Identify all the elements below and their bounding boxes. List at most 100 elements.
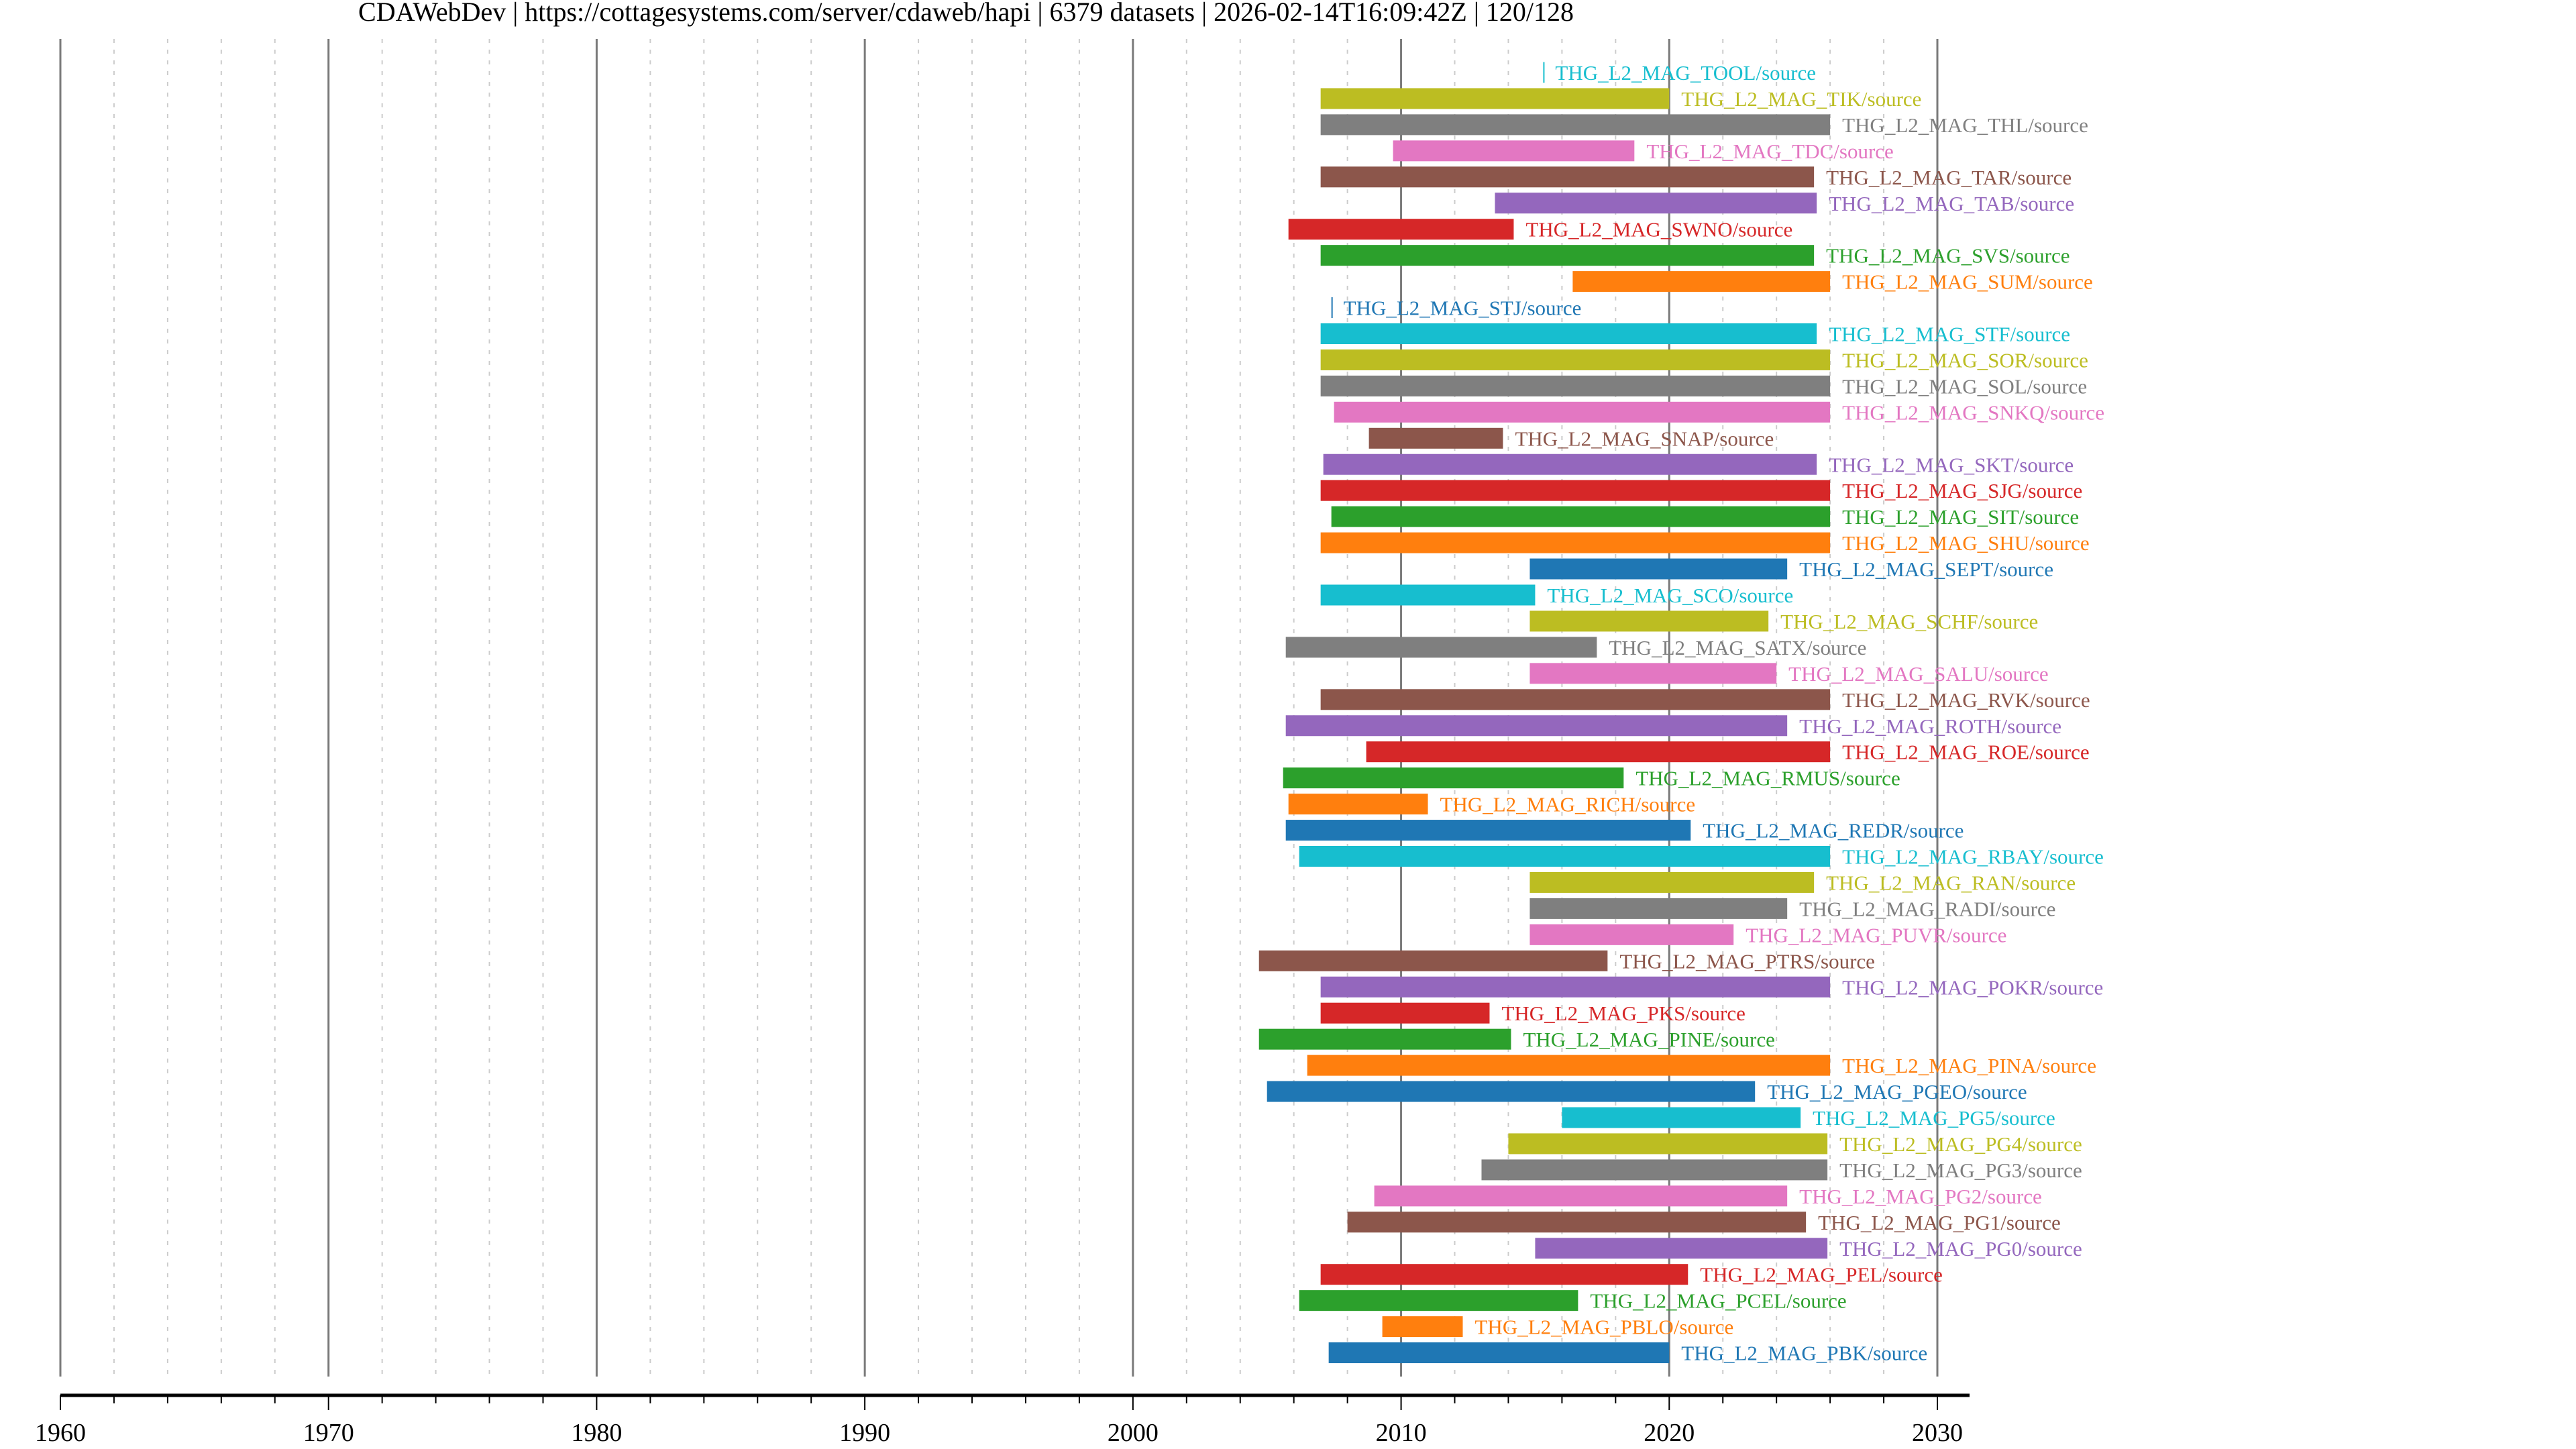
bar-label: THG_L2_MAG_STJ/source [1344,297,1582,320]
bar-thg-l2-mag-sor-source [1320,349,1831,370]
x-tick-label: 1980 [571,1419,622,1447]
bars [1258,62,1831,1364]
bar-label: THG_L2_MAG_SNKQ/source [1842,400,2104,424]
bar-thg-l2-mag-roth-source [1285,715,1788,737]
bar-label: THG_L2_MAG_SCHF/source [1780,610,2038,633]
bar-label: THG_L2_MAG_PINE/source [1523,1028,1774,1051]
bar-label: THG_L2_MAG_SKT/source [1829,453,2074,476]
bar-thg-l2-mag-satx-source [1285,637,1597,658]
bar-label: THG_L2_MAG_REDR/source [1703,819,1964,843]
bar-thg-l2-mag-tik-source [1320,88,1670,109]
bar-thg-l2-mag-svs-source [1320,245,1815,266]
x-tick-label: 2030 [1912,1419,1963,1447]
bar-label: THG_L2_MAG_PG0/source [1839,1237,2082,1260]
bar-label: THG_L2_MAG_RMUS/source [1635,767,1900,790]
bar-thg-l2-mag-puvr-source [1529,924,1734,945]
bar-thg-l2-mag-pg4-source [1508,1133,1828,1155]
bar-label: THG_L2_MAG_PG5/source [1813,1106,2055,1130]
bar-label: THG_L2_MAG_SIT/source [1842,505,2079,529]
bar-label: THG_L2_MAG_PG3/source [1839,1159,2082,1182]
bar-thg-l2-mag-sjg-source [1320,480,1831,501]
bar-label: THG_L2_MAG_PG1/source [1818,1211,2061,1234]
bar-thg-l2-mag-pg5-source [1562,1107,1801,1128]
bar-label: THG_L2_MAG_SWNO/source [1525,218,1792,241]
bar-thg-l2-mag-shu-source [1320,532,1831,553]
bar-label: THG_L2_MAG_PG2/source [1799,1185,2042,1208]
x-tick-label: 1960 [35,1419,86,1447]
bar-thg-l2-mag-tool-source [1543,62,1545,83]
bar-thg-l2-mag-schf-source [1529,610,1769,632]
bar-label: THG_L2_MAG_PKS/source [1501,1002,1745,1025]
bar-label: THG_L2_MAG_ROTH/source [1799,714,2061,738]
x-tick-label: 1990 [839,1419,890,1447]
labels: THG_L2_MAG_TOOL/sourceTHG_L2_MAG_TIK/sou… [1344,61,2104,1365]
bar-thg-l2-mag-pcel-source [1299,1290,1578,1311]
bar-thg-l2-mag-pbk-source [1328,1342,1670,1364]
x-tick-label: 2000 [1108,1419,1159,1447]
bar-thg-l2-mag-pokr-source [1320,976,1831,998]
bar-label: THG_L2_MAG_SVS/source [1826,244,2070,268]
bar-thg-l2-mag-thl-source [1320,114,1831,136]
bar-label: THG_L2_MAG_TIK/source [1681,87,1921,111]
bar-label: THG_L2_MAG_SEPT/source [1799,557,2053,581]
bar-label: THG_L2_MAG_SOR/source [1842,348,2088,372]
bar-label: THG_L2_MAG_PEL/source [1700,1263,1943,1287]
bar-thg-l2-mag-snap-source [1368,427,1503,449]
bar-label: THG_L2_MAG_PGEO/source [1767,1080,2027,1104]
bar-label: THG_L2_MAG_POKR/source [1842,975,2103,999]
bar-thg-l2-mag-pina-source [1307,1055,1831,1076]
bar-thg-l2-mag-skt-source [1323,453,1817,475]
bar-thg-l2-mag-pg0-source [1535,1238,1828,1259]
bar-label: THG_L2_MAG_SUM/source [1842,270,2093,294]
bar-thg-l2-mag-sol-source [1320,375,1831,396]
chart-title: CDAWebDev | https://cottagesystems.com/s… [358,0,1574,27]
bar-thg-l2-mag-tab-source [1495,193,1817,214]
bar-thg-l2-mag-sco-source [1320,584,1536,606]
bar-label: THG_L2_MAG_RICH/source [1440,793,1696,816]
bar-label: THG_L2_MAG_RBAY/source [1842,845,2104,869]
bar-label: THG_L2_MAG_SATX/source [1609,636,1866,659]
bar-label: THG_L2_MAG_TDC/source [1646,140,1894,163]
bar-thg-l2-mag-pg2-source [1374,1185,1788,1207]
bar-label: THG_L2_MAG_ROE/source [1842,741,2090,764]
bar-thg-l2-mag-rmus-source [1283,767,1624,789]
bar-thg-l2-mag-tar-source [1320,166,1815,188]
bar-thg-l2-mag-pine-source [1258,1028,1511,1050]
bar-thg-l2-mag-pblo-source [1382,1316,1463,1338]
bar-label: THG_L2_MAG_RVK/source [1842,688,2090,712]
bar-thg-l2-mag-radi-source [1529,898,1788,919]
bar-label: THG_L2_MAG_RAN/source [1826,871,2076,894]
bar-label: THG_L2_MAG_SJG/source [1842,479,2082,502]
bar-label: THG_L2_MAG_PG4/source [1839,1132,2082,1156]
bar-label: THG_L2_MAG_PBLO/source [1475,1316,1734,1339]
bar-thg-l2-mag-pg1-source [1347,1212,1807,1233]
x-tick-label: 2010 [1376,1419,1427,1447]
bar-label: THG_L2_MAG_TAR/source [1826,166,2072,189]
x-axis: 1960 1970 1980 1990 2000 2010 2020 2030 [35,1393,1970,1447]
bar-thg-l2-mag-ptrs-source [1258,950,1608,971]
bar-label: THG_L2_MAG_SHU/source [1842,531,2090,555]
bar-thg-l2-mag-rbay-source [1299,846,1831,867]
bar-label: THG_L2_MAG_TAB/source [1829,192,2074,215]
bar-thg-l2-mag-redr-source [1285,820,1691,841]
bar-thg-l2-mag-stj-source [1331,297,1333,319]
bar-thg-l2-mag-pks-source [1320,1002,1490,1024]
bar-thg-l2-mag-rvk-source [1320,689,1831,710]
bar-label: THG_L2_MAG_TOOL/source [1555,61,1816,85]
bar-label: THG_L2_MAG_STF/source [1829,323,2070,346]
bar-label: THG_L2_MAG_PTRS/source [1619,949,1875,973]
bar-thg-l2-mag-pg3-source [1481,1159,1828,1181]
x-tick-label: 2020 [1644,1419,1695,1447]
bar-label: THG_L2_MAG_SNAP/source [1515,427,1774,450]
bar-thg-l2-mag-rich-source [1288,794,1428,815]
bar-thg-l2-mag-tdc-source [1393,140,1635,162]
bar-label: THG_L2_MAG_PUVR/source [1746,923,2006,947]
bar-label: THG_L2_MAG_SCO/source [1547,584,1793,607]
bar-thg-l2-mag-salu-source [1529,663,1777,684]
bar-thg-l2-mag-stf-source [1320,323,1817,344]
bar-label: THG_L2_MAG_SOL/source [1842,374,2087,398]
bar-thg-l2-mag-roe-source [1366,741,1831,763]
bar-label: THG_L2_MAG_PBK/source [1681,1342,1927,1365]
bar-label: THG_L2_MAG_SALU/source [1788,662,2048,686]
bar-label: THG_L2_MAG_RADI/source [1799,897,2055,920]
